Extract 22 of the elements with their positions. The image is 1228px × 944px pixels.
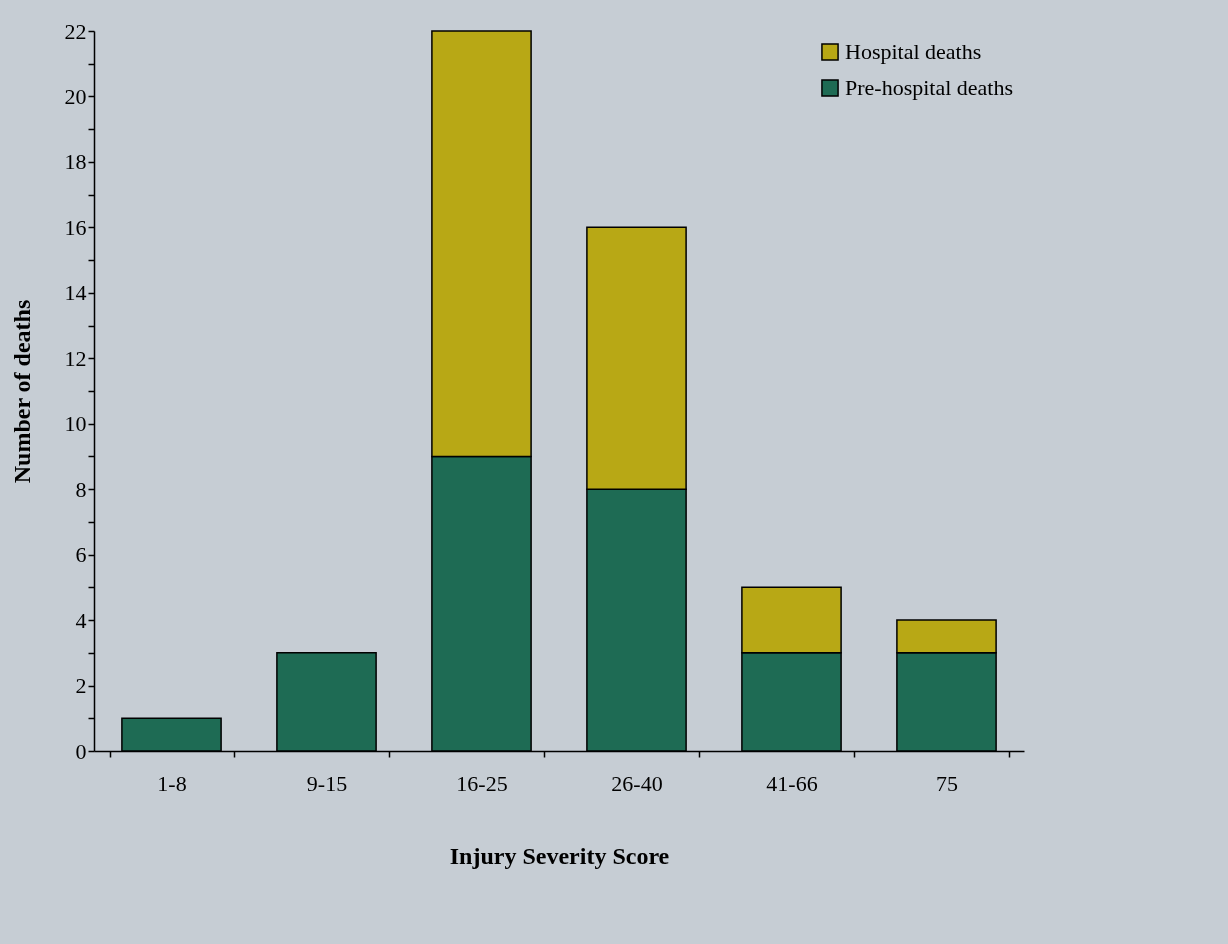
y-tick-label: 16: [64, 214, 87, 240]
x-tick-label: 16-25: [456, 770, 508, 796]
y-tick-label: 0: [75, 738, 87, 764]
y-tick-label: 18: [64, 149, 87, 175]
y-tick-label: 10: [64, 411, 87, 437]
x-tick-label: 75: [936, 770, 958, 796]
y-tick-label: 20: [64, 83, 87, 109]
y-tick-label: 4: [75, 607, 87, 633]
y-tick-label: 12: [64, 345, 87, 371]
legend-label: Pre-hospital deaths: [845, 75, 1014, 100]
x-tick-label: 9-15: [306, 770, 348, 796]
y-tick-label: 14: [64, 280, 87, 306]
y-tick-label: 2: [75, 673, 87, 699]
x-tick-label: 1-8: [157, 770, 187, 796]
y-tick-label: 8: [75, 476, 87, 502]
y-tick-label: 22: [64, 18, 87, 44]
x-axis-title: Injury Severity Score: [449, 842, 670, 869]
legend-label: Hospital deaths: [845, 39, 982, 64]
x-tick-label: 41-66: [766, 770, 818, 796]
y-tick-label: 6: [75, 542, 87, 568]
x-tick-label: 26-40: [611, 770, 663, 796]
y-axis-title: Number of deaths: [8, 299, 35, 484]
